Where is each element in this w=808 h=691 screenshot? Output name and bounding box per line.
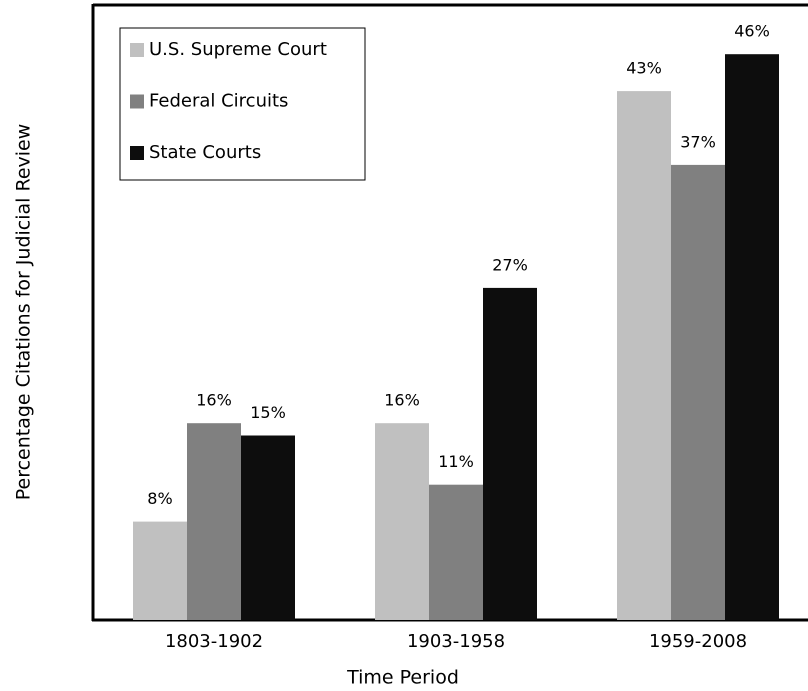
x-tick-label: 1959-2008 <box>649 631 747 652</box>
value-label: 11% <box>438 452 474 471</box>
value-label: 15% <box>250 403 286 422</box>
value-label: 16% <box>384 391 420 410</box>
legend-box <box>119 27 366 181</box>
value-label: 37% <box>680 132 716 151</box>
value-label: 43% <box>626 59 662 78</box>
value-label: 27% <box>492 255 528 274</box>
x-axis-label: Time Period <box>346 667 459 689</box>
legend-label: State Courts <box>149 142 261 163</box>
bar <box>429 484 483 620</box>
bar <box>671 164 725 620</box>
legend-swatch <box>130 43 144 57</box>
bar <box>375 423 429 620</box>
value-label: 16% <box>196 391 232 410</box>
value-label: 46% <box>734 22 770 41</box>
legend-swatch <box>130 146 144 160</box>
bar <box>483 287 537 620</box>
legend-swatch <box>130 94 144 109</box>
bar <box>133 521 187 620</box>
value-label: 8% <box>147 489 172 508</box>
y-axis-label: Percentage Citations for Judicial Review <box>13 124 35 501</box>
legend-label: U.S. Supreme Court <box>149 39 327 60</box>
x-tick-label: 1903-1958 <box>407 631 505 652</box>
bar <box>617 91 671 621</box>
legend-label: Federal Circuits <box>149 91 288 112</box>
bar <box>725 54 779 620</box>
x-tick-label: 1803-1902 <box>165 631 263 652</box>
bar <box>241 435 295 620</box>
bar <box>187 423 241 620</box>
